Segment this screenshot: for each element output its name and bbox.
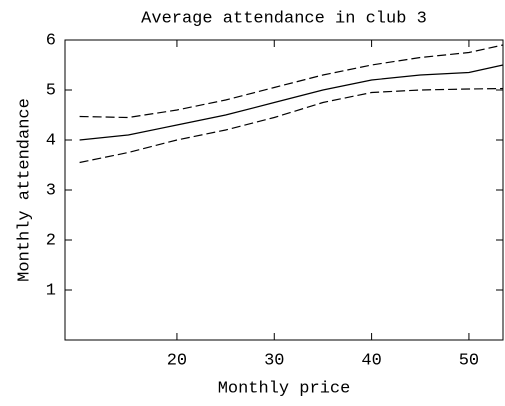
chart-title: Average attendance in club 3 (141, 9, 427, 28)
x-tick-label: 20 (167, 351, 187, 370)
y-tick-label: 6 (46, 31, 56, 50)
line-series (79, 44, 504, 119)
x-axis-label: Monthly price (218, 379, 351, 398)
y-tick-label: 1 (46, 281, 56, 300)
x-tick-label: 30 (264, 351, 284, 370)
plot-frame (64, 39, 504, 341)
y-tick-label: 3 (46, 181, 56, 200)
y-tick-label: 4 (46, 131, 56, 150)
x-tick-label: 50 (459, 351, 479, 370)
y-tick-label: 2 (46, 231, 56, 250)
line-series (79, 64, 504, 141)
line-series (79, 87, 504, 164)
y-axis-label: Monthly attendance (15, 98, 34, 282)
x-tick-label: 40 (361, 351, 381, 370)
y-tick-label: 5 (46, 81, 56, 100)
